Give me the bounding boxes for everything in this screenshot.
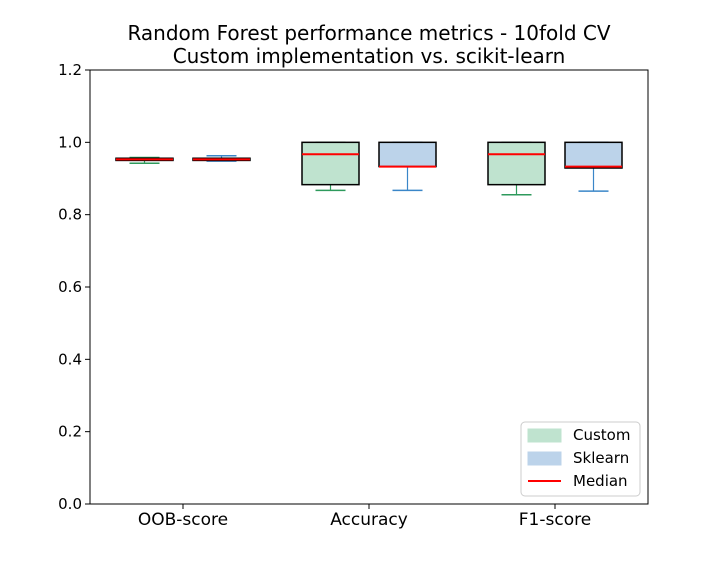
box-sklearn-accuracy [378,141,437,192]
box-body [378,141,437,168]
chart-title-line-1: Random Forest performance metrics - 10fo… [127,21,610,45]
legend-item-median: Median [528,472,628,490]
box-custom-oob-score [115,156,174,165]
chart-title-line-2: Custom implementation vs. scikit-learn [173,44,566,68]
chart-title: Random Forest performance metrics - 10fo… [127,21,610,68]
legend-label: Sklearn [573,449,629,467]
box-body [487,141,546,186]
y-tick-label: 1.0 [58,133,82,151]
box-sklearn-oob-score [192,154,251,162]
x-tick-label: F1-score [519,510,591,530]
x-tick-label: OOB-score [138,510,228,530]
y-tick-label: 0.0 [58,495,82,513]
box-body [301,141,360,186]
legend-item-custom: Custom [527,426,630,444]
legend-item-sklearn: Sklearn [527,449,629,467]
legend-swatch [527,428,562,443]
box-sklearn-f1-score [564,141,623,192]
x-tick-label: Accuracy [330,510,408,530]
y-tick-label: 0.4 [58,350,82,368]
legend-label: Custom [573,426,630,444]
y-tick-label: 0.8 [58,206,82,224]
y-tick-label: 0.6 [58,278,82,296]
y-tick-label: 0.2 [58,423,82,441]
legend: Custom Sklearn Median [520,421,641,497]
y-axis: 0.0 0.2 0.4 0.6 0.8 1.0 1.2 [58,61,90,513]
box-custom-f1-score [487,141,546,196]
box-body [564,141,623,169]
box-custom-accuracy [301,141,360,192]
legend-label: Median [573,472,628,490]
y-tick-label: 1.2 [58,61,82,79]
legend-swatch [527,451,562,466]
x-axis: OOB-score Accuracy F1-score [138,504,591,530]
box-groups [115,141,623,196]
